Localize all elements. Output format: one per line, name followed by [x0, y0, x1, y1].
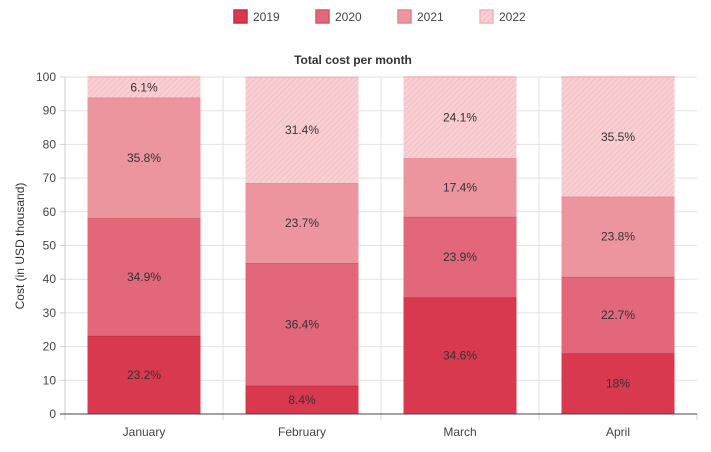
y-tick-label: 20	[43, 340, 57, 354]
bar-2020-february[interactable]	[245, 263, 359, 386]
y-tick-label: 40	[43, 272, 57, 286]
data-label: 23.7%	[285, 216, 319, 230]
bar-2020-january[interactable]	[87, 218, 201, 336]
chart-title: Total cost per month	[294, 53, 412, 67]
legend-label: 2021	[417, 10, 444, 24]
y-tick-label: 0	[49, 407, 56, 421]
bars: 23.2% 34.9% 35.8% 6.1% 8.4% 36.4% 23.7% 31.4% 34…	[87, 76, 675, 414]
bar-2022-april[interactable]	[561, 77, 675, 197]
data-label: 35.8%	[127, 151, 161, 165]
data-label: 17.4%	[443, 181, 477, 195]
data-label: 24.1%	[443, 111, 477, 125]
y-tick-label: 90	[43, 104, 57, 118]
y-axis-label: Cost (in USD thousand)	[13, 183, 27, 310]
legend-swatch	[233, 9, 248, 24]
data-label: 34.9%	[127, 270, 161, 284]
data-label: 31.4%	[285, 123, 319, 137]
bar-2020-march[interactable]	[403, 216, 517, 298]
bar-2021-april[interactable]	[561, 196, 675, 277]
bar-2019-march[interactable]	[403, 297, 517, 414]
legend-swatch	[397, 9, 412, 24]
legend-label: 2019	[253, 10, 280, 24]
y-tick-label: 80	[43, 137, 57, 151]
data-label: 35.5%	[601, 130, 635, 144]
data-label: 36.4%	[285, 317, 319, 331]
y-tick-label: 60	[43, 205, 57, 219]
x-tick-label: April	[606, 425, 630, 439]
data-label: 23.9%	[443, 250, 477, 264]
y-tick-label: 70	[43, 171, 57, 185]
bar-2022-february[interactable]	[245, 77, 359, 184]
axes: 0 10 20 30 40 50 60 70 80 90 100 January February Mar…	[36, 70, 698, 439]
legend-item-2021[interactable]: 2021	[397, 9, 444, 24]
legend-label: 2022	[499, 10, 526, 24]
y-tick-label: 50	[43, 239, 57, 253]
x-tick-label: February	[278, 425, 326, 439]
data-label: 18%	[606, 377, 630, 391]
bar-2021-february[interactable]	[245, 183, 359, 264]
bar-2021-january[interactable]	[87, 97, 201, 219]
data-label: 22.7%	[601, 308, 635, 322]
bar-2022-march[interactable]	[403, 77, 517, 159]
y-tick-label: 100	[36, 70, 56, 84]
data-label: 6.1%	[130, 80, 158, 94]
data-label: 23.2%	[127, 368, 161, 382]
data-label: 8.4%	[288, 393, 316, 407]
bar-2019-february[interactable]	[245, 385, 359, 414]
data-label: 34.6%	[443, 349, 477, 363]
x-tick-label: March	[443, 425, 476, 439]
y-tick-label: 30	[43, 306, 57, 320]
legend-item-2019[interactable]: 2019	[233, 9, 280, 24]
legend-swatch	[479, 9, 494, 24]
bar-2019-april[interactable]	[561, 353, 675, 414]
data-label: 23.8%	[601, 230, 635, 244]
bar-2020-april[interactable]	[561, 276, 675, 354]
legend-label: 2020	[335, 10, 362, 24]
bar-2019-january[interactable]	[87, 335, 201, 414]
x-tick-label: January	[123, 425, 166, 439]
y-tick-label: 10	[43, 373, 57, 387]
legend-swatch	[315, 9, 330, 24]
bar-2021-march[interactable]	[403, 158, 517, 217]
bar-2022-january[interactable]	[87, 77, 201, 98]
legend: 2019 2020 2021 2022	[233, 9, 526, 24]
legend-item-2020[interactable]: 2020	[315, 9, 362, 24]
legend-item-2022[interactable]: 2022	[479, 9, 526, 24]
